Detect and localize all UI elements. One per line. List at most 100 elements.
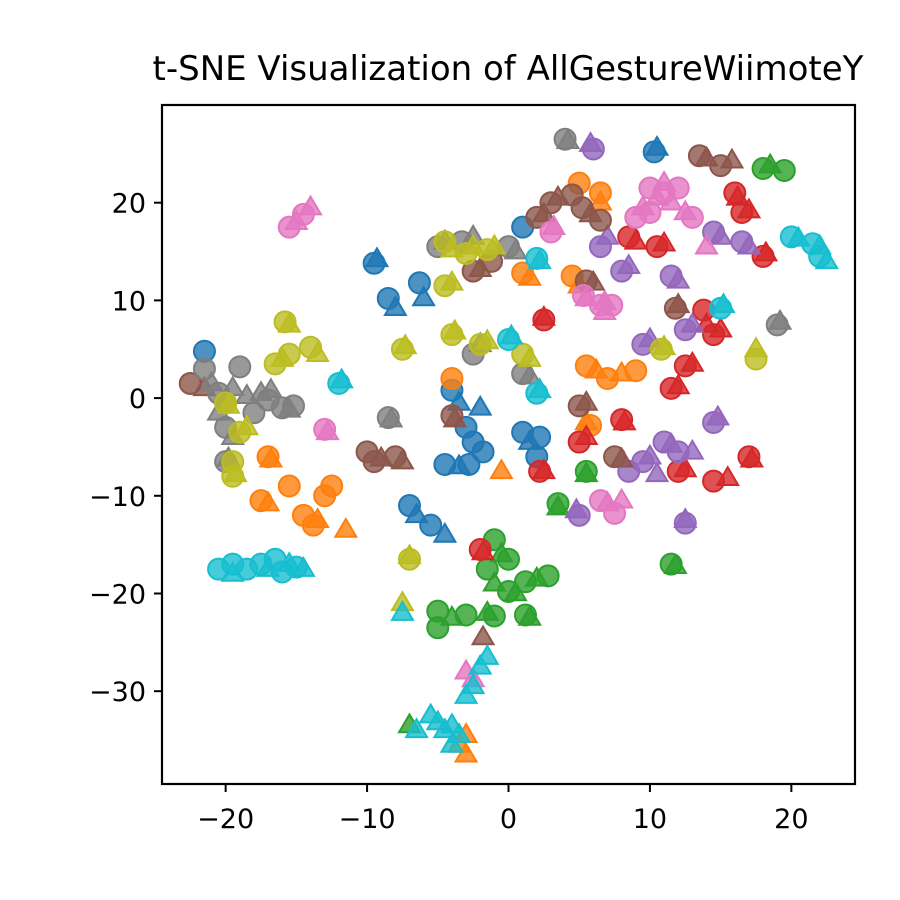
chart-title: t-SNE Visualization of AllGestureWiimote… <box>153 49 864 89</box>
data-point-triangle <box>291 556 316 577</box>
data-point-triangle <box>753 240 779 262</box>
data-point-triangle <box>666 373 691 395</box>
data-point-triangle <box>708 223 733 245</box>
data-point-circle <box>407 271 431 295</box>
data-point-triangle <box>404 502 429 524</box>
data-point-triangle <box>719 147 745 169</box>
data-point-triangle <box>439 731 465 753</box>
data-point-circle <box>528 425 552 449</box>
data-point-triangle <box>673 456 698 478</box>
data-point-triangle <box>517 604 542 626</box>
data-point-triangle <box>658 189 684 211</box>
x-tick-label: −20 <box>197 804 254 835</box>
data-point-triangle <box>545 494 571 516</box>
data-point-triangle <box>609 446 634 468</box>
data-point-triangle <box>470 539 496 561</box>
data-point-triangle <box>564 497 589 519</box>
data-point-triangle <box>711 292 736 314</box>
y-tick-label: −20 <box>89 579 146 610</box>
data-point-triangle <box>499 323 524 345</box>
data-point-circle <box>497 547 520 571</box>
data-point-circle <box>482 604 506 628</box>
data-point-triangle <box>637 443 663 465</box>
data-point-circle <box>772 158 796 182</box>
data-point-circle <box>471 440 495 464</box>
data-point-triangle <box>705 404 731 426</box>
data-point-triangle <box>595 223 620 245</box>
data-point-triangle <box>503 238 528 260</box>
data-point-circle <box>228 355 252 379</box>
data-point-circle <box>638 200 662 224</box>
data-point-triangle <box>767 308 793 330</box>
data-point-triangle <box>442 318 467 340</box>
data-point-triangle <box>651 170 677 191</box>
data-point-triangle <box>378 406 404 428</box>
data-point-triangle <box>739 446 764 468</box>
data-point-triangle <box>527 377 552 399</box>
data-point-triangle <box>578 131 603 152</box>
data-point-triangle <box>333 517 359 538</box>
data-point-triangle <box>715 465 740 487</box>
data-point-triangle <box>612 409 637 431</box>
data-point-triangle <box>574 461 599 483</box>
data-point-triangle <box>644 461 670 483</box>
data-point-triangle <box>644 135 670 156</box>
data-point-triangle <box>277 311 302 333</box>
data-point-triangle <box>482 233 507 255</box>
data-point-triangle <box>517 363 542 385</box>
data-point-triangle <box>651 230 677 252</box>
y-tick-label: −30 <box>89 677 146 708</box>
data-point-triangle <box>489 458 514 480</box>
data-point-circle <box>624 359 648 383</box>
data-point-triangle <box>555 128 581 149</box>
data-point-circle <box>282 394 306 418</box>
data-point-triangle <box>680 438 705 460</box>
y-tick-label: 20 <box>112 189 146 220</box>
data-point-triangle <box>475 328 500 350</box>
data-point-triangle <box>609 487 634 509</box>
data-point-triangle <box>315 419 340 441</box>
data-point-triangle <box>517 346 542 367</box>
data-point-triangle <box>666 267 691 289</box>
data-point-circle <box>457 453 481 477</box>
data-point-circle <box>270 560 294 584</box>
x-tick-label: 10 <box>633 804 667 835</box>
data-point-triangle <box>305 341 330 362</box>
data-point-triangle <box>439 269 465 291</box>
data-point-triangle <box>680 311 705 333</box>
data-point-triangle <box>574 424 599 445</box>
data-point-triangle <box>216 392 241 414</box>
data-point-triangle <box>651 334 677 356</box>
data-point-triangle <box>397 543 422 565</box>
data-point-triangle <box>460 673 486 695</box>
data-point-circle <box>277 342 301 366</box>
y-tick-label: −10 <box>89 482 146 513</box>
data-point-triangle <box>517 264 542 286</box>
data-point-circle <box>454 603 478 627</box>
data-point-triangle <box>468 394 493 416</box>
data-point-circle <box>588 208 612 232</box>
data-point-triangle <box>680 350 705 372</box>
data-point-triangle <box>475 644 500 665</box>
data-point-triangle <box>736 197 762 219</box>
data-point-triangle <box>258 377 284 399</box>
data-point-circle <box>680 205 704 229</box>
data-point-triangle <box>814 248 839 270</box>
data-point-triangle <box>531 305 557 326</box>
data-point-triangle <box>393 333 418 355</box>
data-point-circle <box>277 474 301 498</box>
data-point-triangle <box>623 228 648 250</box>
data-point-triangle <box>390 600 415 621</box>
data-point-circle <box>419 513 443 537</box>
data-point-triangle <box>383 295 408 317</box>
data-point-triangle <box>404 717 429 739</box>
data-point-triangle <box>574 390 599 411</box>
x-tick-label: −10 <box>339 804 396 835</box>
data-point-triangle <box>708 316 733 338</box>
data-point-triangle <box>663 553 688 574</box>
y-tick-label: 0 <box>129 384 146 415</box>
data-point-triangle <box>616 253 641 275</box>
data-point-circle <box>536 564 560 588</box>
